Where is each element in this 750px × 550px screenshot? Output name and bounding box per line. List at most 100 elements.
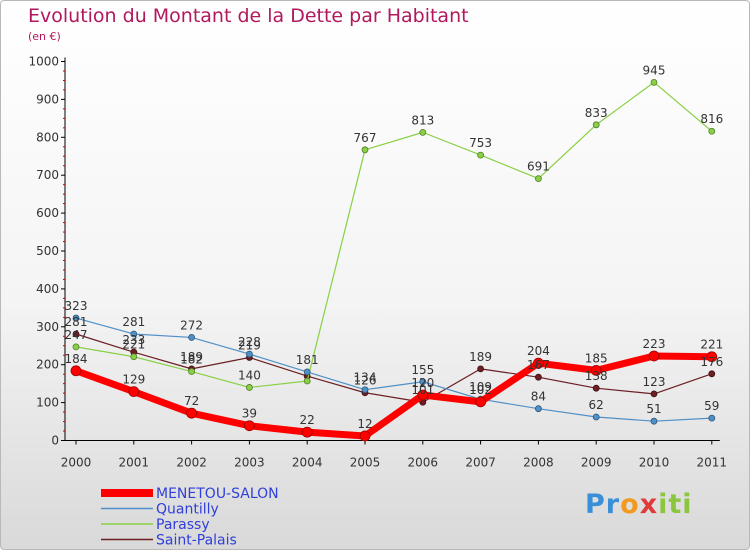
data-label-saint-palais: 189	[180, 350, 203, 364]
data-label-menetou-salon: 185	[585, 351, 608, 365]
data-point-quantilly	[592, 413, 600, 421]
data-point-saint-palais	[592, 384, 600, 392]
data-label-menetou-salon: 39	[242, 407, 257, 421]
data-label-quantilly: 281	[122, 315, 145, 329]
data-point-parassy	[130, 353, 138, 361]
y-tick-label: 700	[36, 168, 59, 182]
data-point-quantilly	[72, 314, 80, 322]
data-point-parassy	[535, 175, 542, 183]
x-tick-label: 2007	[465, 456, 496, 470]
data-label-saint-palais: 233	[122, 333, 145, 347]
data-point-quantilly	[419, 378, 427, 386]
legend-label: Quantilly	[156, 502, 219, 518]
x-tick-label: 2008	[523, 456, 554, 470]
data-label-menetou-salon: 72	[184, 394, 199, 408]
data-label-parassy: 753	[469, 136, 492, 150]
x-tick-label: 2011	[697, 456, 728, 470]
data-label-menetou-salon: 184	[65, 352, 88, 366]
data-point-parassy	[188, 368, 196, 375]
data-label-quantilly: 155	[411, 363, 434, 377]
data-label-parassy: 945	[643, 63, 666, 77]
x-tick-label: 2004	[292, 456, 323, 470]
y-tick-label: 200	[36, 358, 59, 372]
data-point-quantilly	[188, 334, 196, 341]
logo-letter: i	[658, 489, 669, 520]
x-tick-label: 2005	[350, 456, 381, 470]
chart-title: Evolution du Montant de la Dette par Hab…	[28, 5, 469, 27]
logo-letter: t	[668, 489, 683, 520]
data-point-menetou-salon	[70, 365, 82, 377]
data-label-parassy: 140	[238, 368, 261, 382]
data-point-parassy	[361, 146, 369, 154]
series-line-menetou-salon	[72, 352, 716, 440]
data-point-quantilly	[650, 417, 658, 425]
data-point-quantilly	[130, 330, 138, 338]
data-point-menetou-salon	[243, 420, 255, 432]
data-point-quantilly	[245, 350, 253, 358]
data-point-saint-palais	[535, 373, 542, 381]
data-label-saint-palais: 281	[65, 315, 88, 329]
data-point-parassy	[245, 384, 253, 391]
data-label-menetou-salon: 12	[357, 417, 372, 431]
data-point-menetou-salon	[417, 389, 429, 401]
logo-letter: o	[620, 489, 640, 520]
data-label-quantilly: 323	[65, 299, 88, 313]
data-point-parassy	[419, 128, 427, 136]
y-tick-label: 800	[36, 130, 59, 144]
data-label-menetou-salon: 102	[469, 383, 492, 397]
data-point-menetou-salon	[590, 364, 602, 376]
data-label-quantilly: 272	[180, 318, 203, 332]
data-label-parassy: 813	[411, 113, 434, 127]
data-label-quantilly: 51	[646, 402, 661, 416]
y-tick-label: 300	[36, 320, 59, 334]
legend-label: Saint-Palais	[156, 533, 237, 549]
data-point-parassy	[477, 151, 485, 159]
x-tick-label: 2009	[581, 456, 612, 470]
data-point-quantilly	[361, 386, 369, 394]
data-point-menetou-salon	[186, 407, 198, 419]
data-point-menetou-salon	[648, 350, 660, 362]
y-tick-label: 500	[36, 244, 59, 258]
x-tick-label: 2001	[119, 456, 150, 470]
logo-letter: i	[682, 489, 693, 520]
y-tick-label: 1000	[28, 55, 59, 69]
x-tick-label: 2010	[639, 456, 670, 470]
data-label-menetou-salon: 221	[700, 338, 723, 352]
legend-label: MENETOU-SALON	[156, 486, 279, 502]
data-label-parassy: 221	[122, 338, 145, 352]
data-point-parassy	[650, 78, 658, 86]
y-tick-label: 600	[36, 206, 59, 220]
data-label-parassy: 767	[354, 131, 377, 145]
data-point-parassy	[708, 127, 716, 135]
series-line-quantilly	[75, 317, 713, 422]
data-label-saint-palais: 176	[700, 355, 723, 369]
data-label-parassy: 816	[700, 112, 723, 126]
data-label-saint-palais: 219	[238, 338, 261, 352]
data-label-parassy: 247	[65, 328, 88, 342]
data-point-menetou-salon	[128, 386, 140, 398]
data-label-saint-palais: 138	[585, 369, 608, 383]
logo-letter: r	[605, 489, 621, 520]
data-label-menetou-salon: 22	[300, 413, 315, 427]
legend-label: Parassy	[156, 517, 210, 533]
data-point-quantilly	[708, 414, 716, 422]
data-label-parassy: 833	[585, 106, 608, 120]
data-point-parassy	[592, 121, 600, 129]
data-label-saint-palais: 126	[354, 374, 377, 388]
data-label-parassy: 691	[527, 160, 550, 174]
data-point-menetou-salon	[301, 426, 313, 438]
x-tick-label: 2000	[61, 456, 92, 470]
data-point-parassy	[72, 343, 80, 351]
data-label-saint-palais: 167	[527, 358, 550, 372]
logo-letter: x	[639, 489, 659, 520]
logo-letter: P	[585, 489, 606, 520]
data-label-menetou-salon: 129	[122, 373, 145, 387]
data-label-quantilly: 62	[589, 398, 604, 412]
y-tick-label: 900	[36, 92, 59, 106]
data-point-saint-palais	[72, 330, 80, 338]
series-line-parassy	[75, 81, 713, 389]
data-point-menetou-salon	[359, 430, 371, 442]
x-tick-label: 2003	[234, 456, 265, 470]
